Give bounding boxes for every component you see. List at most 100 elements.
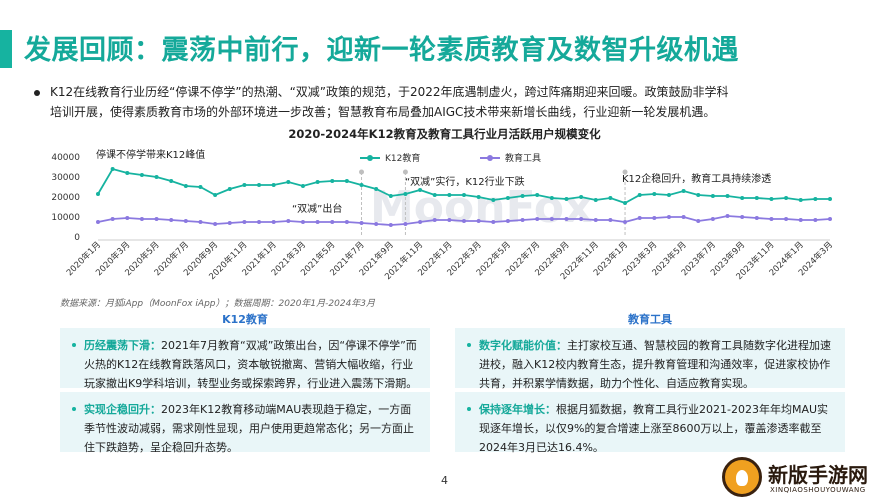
bullet-icon — [72, 407, 76, 411]
tools-data-point — [520, 218, 525, 222]
tools-data-point — [344, 220, 349, 224]
k12-data-point — [257, 183, 262, 187]
k12-data-point — [198, 185, 203, 189]
tools-data-point — [710, 217, 715, 221]
page-number: 4 — [441, 474, 448, 487]
k12-data-point — [652, 192, 657, 196]
annotation-decline: “双减”实行，K12行业下跌 — [405, 175, 525, 188]
data-source-note: 数据来源：月狐iApp（MoonFox iApp）；数据周期：2020年1月-2… — [60, 299, 376, 309]
tools-data-point — [462, 219, 466, 223]
tools-data-point — [623, 220, 628, 224]
tools-data-point — [476, 219, 481, 223]
tools-data-point — [198, 220, 203, 224]
tools-data-point — [169, 218, 174, 222]
k12-data-point — [549, 196, 554, 200]
k12-data-point — [432, 193, 437, 197]
tools-data-point — [242, 220, 247, 224]
tools-data-point — [110, 217, 115, 221]
tools-data-point — [227, 221, 232, 225]
card-lead: 保持逐年增长： — [479, 403, 556, 416]
k12-data-point — [388, 194, 393, 198]
tools-data-point — [754, 216, 759, 220]
tools-data-point — [213, 222, 218, 226]
logo-subtext: XINQIAOSHOUYOUWANG — [770, 486, 866, 494]
k12-data-point — [740, 196, 745, 200]
tools-data-point — [154, 217, 159, 221]
tools-data-point — [666, 215, 671, 219]
k12-data-point — [535, 193, 540, 197]
y-tick-label: 20000 — [51, 193, 80, 203]
k12-data-point — [608, 196, 613, 200]
k12-data-point — [96, 192, 100, 196]
tools-data-point — [315, 220, 320, 224]
marker-dot — [359, 169, 365, 175]
tools-data-point — [418, 220, 423, 224]
marker-dot — [622, 169, 628, 175]
intro-line-2: 培训开展，使得素质教育市场的外部环境进一步改善；智慧教育布局叠加AIGC技术带来… — [50, 105, 716, 119]
tools-data-point — [432, 218, 437, 222]
k12-data-point — [666, 193, 671, 197]
k12-panel-title: K12教育 — [222, 313, 268, 326]
tools-data-point — [257, 220, 262, 224]
k12-data-point — [110, 167, 115, 171]
tools-data-point — [125, 216, 130, 220]
tools-data-point — [505, 219, 510, 223]
k12-data-point — [242, 183, 247, 187]
tools-data-point — [491, 220, 496, 224]
k12-data-point — [505, 196, 510, 200]
tools-data-point — [271, 220, 276, 224]
tools-data-point — [652, 216, 657, 220]
k12-data-point — [139, 173, 144, 177]
tools-data-point — [96, 220, 100, 224]
tools-panel-title: 教育工具 — [628, 313, 672, 326]
k12-data-point — [330, 179, 335, 183]
tools-data-point — [286, 219, 291, 223]
k12-data-point — [286, 180, 291, 184]
k12-data-point — [154, 175, 159, 179]
title-accent-bar — [0, 30, 12, 68]
k12-data-point — [462, 193, 466, 197]
tools-data-point — [798, 218, 803, 222]
k12-data-point — [183, 184, 188, 188]
bullet-icon — [467, 407, 471, 411]
tools-data-point — [403, 222, 408, 226]
k12-data-point — [710, 194, 715, 198]
k12-data-point — [725, 194, 730, 198]
tools-data-point — [549, 217, 554, 221]
annotation-peak: 停课不停学带来K12峰值 — [96, 148, 205, 161]
card-text: 2023年K12教育移动端MAU表现趋于稳定，一方面季节性波动减弱，需求刚性显现… — [84, 403, 414, 454]
tools-growth-card: 保持逐年增长：根据月狐数据，教育工具行业2021-2023年年均MAU实现逐年增… — [455, 392, 845, 454]
bullet-icon — [467, 343, 471, 347]
k12-data-point — [403, 192, 408, 196]
tools-data-point — [447, 218, 452, 222]
tools-data-point — [330, 220, 335, 224]
k12-data-point — [476, 195, 481, 199]
k12-data-point — [828, 197, 832, 201]
k12-data-point — [359, 183, 364, 187]
intro-text: K12在线教育行业历经“停课不停学”的热潮、“双减”政策的规范，于2022年底遇… — [50, 82, 850, 122]
tools-data-point — [183, 219, 188, 223]
tools-data-point — [139, 217, 144, 221]
tools-data-point — [637, 216, 642, 220]
bullet-icon — [72, 343, 76, 347]
tools-data-point — [564, 217, 569, 221]
k12-decline-card: 历经震荡下滑：2021年7月教育“双减”政策出台，因“停课不停学”而火热的K12… — [60, 328, 430, 390]
logo-icon — [722, 457, 762, 497]
k12-data-point — [564, 197, 569, 201]
tools-data-point — [681, 215, 686, 219]
card-text: 根据月狐数据，教育工具行业2021-2023年年均MAU实现逐年增长，以仅9%的… — [479, 403, 829, 454]
chart-title: 2020-2024年K12教育及教育工具行业月活跃用户规模变化 — [288, 127, 601, 141]
tools-digital-card: 数字化赋能价值：主打家校互通、智慧校园的教育工具随数字化进程加速进校，融入K12… — [455, 328, 845, 390]
card-lead: 历经震荡下滑： — [84, 339, 161, 352]
k12-data-point — [344, 179, 349, 183]
annotation-recovery: K12企稳回升，教育工具持续渗透 — [622, 172, 771, 185]
mau-line-chart: MoonFox4000030000200001000002020年1月2020年… — [51, 148, 835, 282]
k12-data-point — [374, 187, 379, 191]
k12-data-point — [593, 198, 598, 202]
k12-data-point — [681, 189, 686, 193]
k12-data-point — [784, 196, 789, 200]
tools-data-point — [359, 221, 364, 225]
y-tick-label: 40000 — [51, 153, 80, 163]
tools-data-point — [535, 217, 540, 221]
tools-data-point — [769, 217, 774, 221]
